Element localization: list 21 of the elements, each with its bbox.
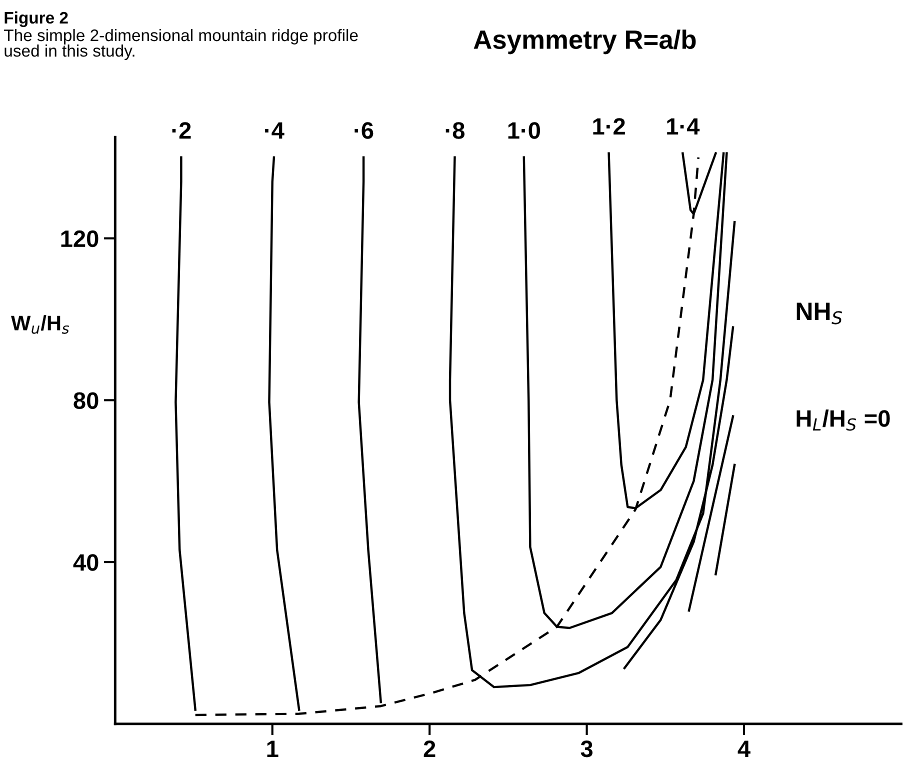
y-tick-label: 80: [74, 392, 98, 409]
chart-title: Asymmetry R=a/b: [474, 30, 696, 54]
series-label: ·2: [172, 122, 191, 139]
series-label: ·8: [446, 122, 465, 139]
y-axis-title: W$_{u}$/H$_{s}$: [11, 315, 70, 334]
annotation: NH$_{S}$: [796, 302, 842, 324]
series-label: ·6: [354, 122, 374, 139]
y-tick-label: 40: [73, 554, 98, 571]
x-tick-label: 2: [424, 740, 436, 757]
series-label: 1·0: [508, 122, 540, 139]
caption: Figure 2: [4, 11, 68, 28]
x-tick-label: 4: [738, 740, 750, 757]
series-label: 1·4: [667, 118, 700, 135]
x-tick-label: 1: [267, 740, 278, 757]
annotation: H$_{L}$/H$_{S}$ =0: [796, 409, 890, 431]
line-series: [174, 156, 196, 711]
series-label: 1·2: [593, 118, 625, 135]
y-tick-label: 120: [61, 230, 98, 248]
text: The simple 2-dimensional mountain ridge profile used in this study.: [4, 28, 358, 60]
series-label: ·4: [265, 122, 284, 139]
x-tick-label: 3: [580, 740, 592, 758]
